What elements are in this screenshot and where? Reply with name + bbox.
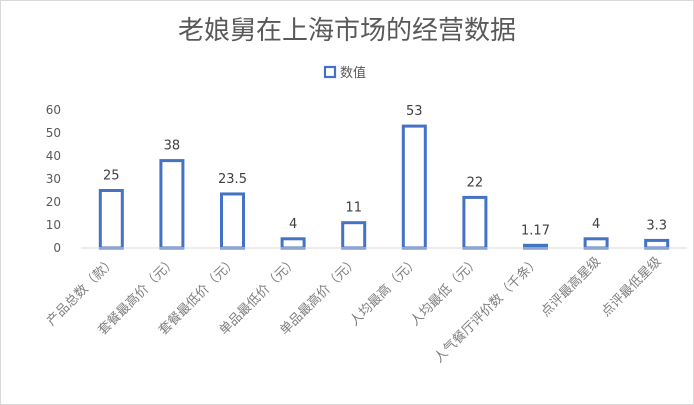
y-tick-label: 60	[46, 103, 61, 117]
data-label: 4	[592, 217, 600, 232]
data-label: 25	[103, 169, 120, 184]
bar	[341, 221, 367, 250]
data-label: 4	[289, 217, 297, 232]
y-tick-label: 30	[46, 172, 61, 186]
data-label: 11	[345, 201, 362, 216]
bar-series	[98, 124, 670, 250]
x-tick-label: 点评最高星级	[537, 254, 603, 320]
data-label: 3.3	[646, 218, 667, 233]
x-tick-label: 人气餐厅评价数（千条）	[431, 254, 543, 366]
bar	[280, 237, 306, 250]
legend-swatch	[323, 65, 337, 79]
data-label: 23.5	[218, 172, 247, 187]
y-axis: 0 10 20 30 40 50 60	[46, 103, 61, 255]
data-label: 1.17	[521, 223, 550, 238]
x-tick-label: 点评最低星级	[599, 254, 665, 320]
bar	[220, 192, 245, 250]
bar	[401, 124, 427, 250]
data-label: 53	[406, 104, 423, 119]
data-label: 38	[164, 139, 181, 154]
legend: 数值	[323, 65, 366, 81]
y-tick-label: 10	[46, 218, 61, 232]
y-tick-label: 20	[46, 195, 61, 209]
x-axis: 产品总数（款）套餐最高价（元）套餐最低价（元）单品最低价（元）单品最高价（元）人…	[44, 247, 687, 366]
y-tick-label: 50	[46, 126, 61, 140]
y-tick-label: 0	[53, 241, 61, 255]
bar	[462, 195, 488, 250]
bar	[583, 237, 609, 250]
y-tick-label: 40	[46, 149, 61, 163]
bar	[159, 159, 185, 250]
bar	[644, 238, 670, 250]
legend-label: 数值	[340, 65, 366, 81]
chart-title: 老娘舅在上海市场的经营数据	[178, 16, 516, 46]
bar	[98, 189, 124, 250]
data-label: 22	[467, 175, 484, 190]
data-labels: 25 38 23.5 4 11 53 22 1.17 4 3.3	[103, 104, 667, 238]
